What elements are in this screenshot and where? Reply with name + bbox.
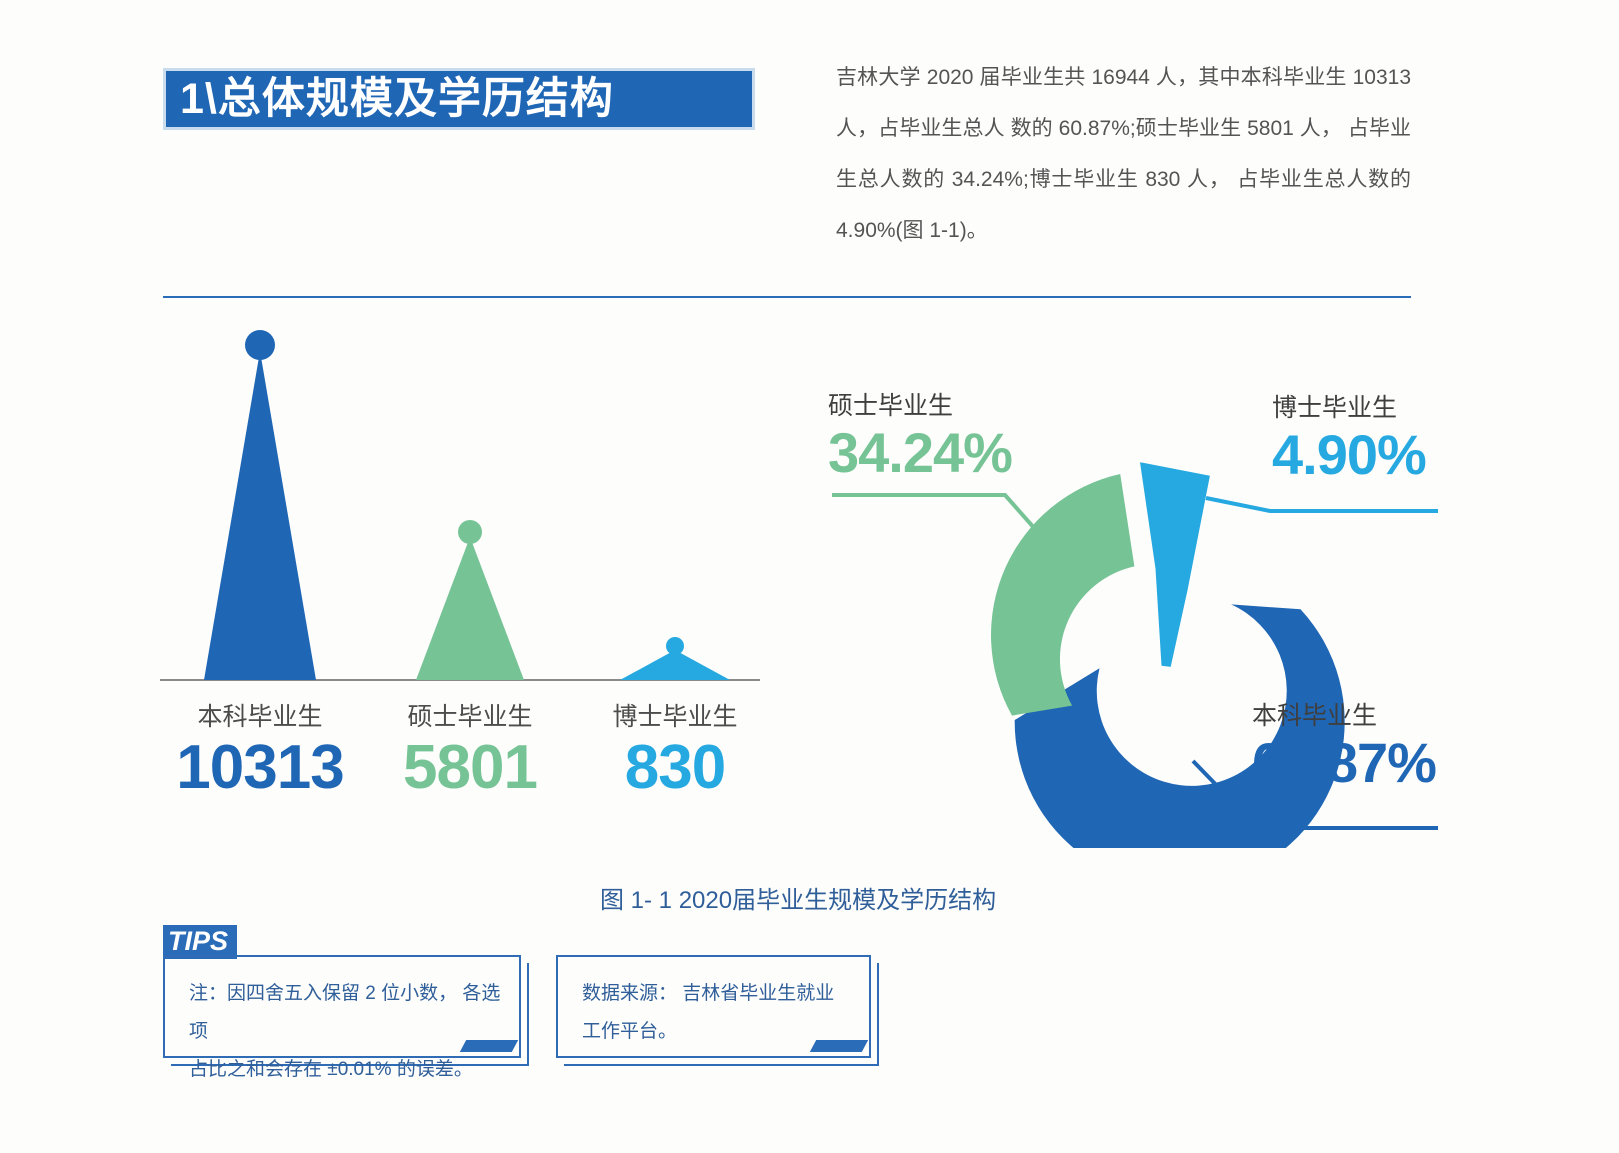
tips-box-1-shadow	[171, 963, 529, 1066]
donut-slice-bachelor	[1014, 604, 1345, 848]
intro-paragraph: 吉林大学 2020 届毕业生共 16944 人，其中本科毕业生 10313 人，…	[836, 66, 1411, 242]
donut-callout-bachelor-name: 本科毕业生	[1252, 702, 1378, 730]
donut-callout-doctor: 博士毕业生 4.90%	[1272, 392, 1427, 486]
tips-box-source-line1: 数据来源： 吉林省毕业生就业	[582, 983, 835, 1004]
donut-callout-master: 硕士毕业生 34.24%	[828, 390, 1013, 484]
bar-label-row: 本科毕业生 10313 硕士毕业生 5801 博士毕业生 830	[160, 700, 780, 830]
donut-callout-doctor-value: 4.90%	[1272, 423, 1427, 486]
bar-callout-master-name: 硕士毕业生	[407, 703, 533, 731]
tips-box-note: 注：因四舍五入保留 2 位小数， 各选项 占比之和会存在 ±0.01% 的误差。	[163, 955, 521, 1080]
bar-callout-doctor: 博士毕业生 830	[575, 700, 775, 802]
tips-box-note-line1: 注：因四舍五入保留 2 位小数， 各选项	[189, 983, 501, 1042]
figure-caption: 图 1- 1 2020届毕业生规模及学历结构	[600, 887, 997, 914]
peak-marker-doctor	[666, 637, 684, 655]
leader-line-doctor	[1205, 496, 1438, 513]
donut-callout-master-name: 硕士毕业生	[828, 392, 954, 420]
tips-box-note-text: 注：因四舍五入保留 2 位小数， 各选项 占比之和会存在 ±0.01% 的误差。	[189, 975, 503, 1089]
tips-badge: TIPS	[163, 925, 238, 959]
bar-callout-bachelor-value: 10313	[176, 733, 344, 802]
tips-box-source-corner-accent	[809, 1040, 869, 1052]
peak-marker-bachelor	[245, 330, 275, 360]
donut-slice-doctor	[1140, 462, 1210, 667]
donut-callout-master-value: 34.24%	[828, 421, 1013, 484]
pyramid-bachelor	[204, 351, 316, 680]
bar-callout-master-value: 5801	[403, 733, 538, 802]
peak-marker-master	[458, 520, 482, 544]
donut-callout-doctor-name: 博士毕业生	[1272, 394, 1398, 422]
bar-callout-doctor-value: 830	[624, 733, 726, 802]
bar-callout-doctor-name: 博士毕业生	[612, 703, 738, 731]
tips-box-2-shadow	[564, 963, 879, 1066]
divider	[163, 296, 1411, 298]
donut-callout-bachelor-value: 60.87%	[1252, 731, 1437, 794]
tips-box-source-line2: 工作平台。	[582, 1021, 678, 1042]
tips-box-note-corner-accent	[459, 1040, 519, 1052]
tips-box-source: 数据来源： 吉林省毕业生就业 工作平台。	[556, 955, 871, 1058]
pyramid-doctor	[620, 650, 730, 680]
bar-callout-bachelor: 本科毕业生 10313	[160, 700, 360, 802]
pyramid-master	[416, 537, 524, 680]
leader-line-master	[832, 493, 1045, 540]
page-title: 1\总体规模及学历结构	[180, 74, 614, 123]
pyramid-bar-chart	[160, 325, 780, 695]
tips-box-note-line2: 占比之和会存在 ±0.01% 的误差。	[189, 1059, 473, 1080]
donut-slice-master	[991, 474, 1135, 716]
bar-callout-bachelor-name: 本科毕业生	[197, 703, 323, 731]
tips-box-source-text: 数据来源： 吉林省毕业生就业 工作平台。	[582, 975, 853, 1051]
donut-callout-bachelor: 本科毕业生 60.87%	[1252, 700, 1437, 794]
donut-pie-chart	[818, 368, 1458, 848]
bar-callout-master: 硕士毕业生 5801	[370, 700, 570, 802]
section-title-banner: 1\总体规模及学历结构	[163, 68, 755, 130]
leader-line-bachelor	[1191, 759, 1438, 830]
